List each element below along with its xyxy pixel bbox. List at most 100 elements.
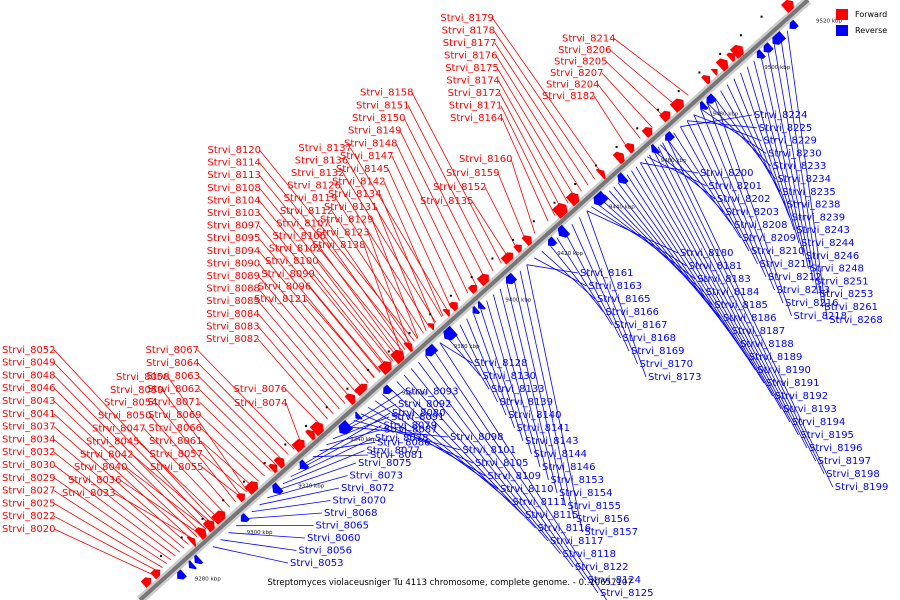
forward-gene-label: Strvi_8147 [340, 151, 394, 162]
leader-line [604, 194, 713, 306]
reverse-gene-label: Strvi_8198 [826, 469, 880, 480]
leader-line [53, 451, 181, 553]
leader-line [257, 313, 340, 410]
reverse-gene-arrow [706, 93, 717, 104]
reverse-gene-arrow [547, 236, 558, 247]
leader-line [324, 235, 406, 351]
forward-gene-label: Strvi_8179 [440, 13, 494, 24]
leader-line [510, 158, 536, 234]
reverse-gene-label: Strvi_8118 [563, 549, 617, 560]
axis-tick-label: 9340 kbp [350, 437, 376, 443]
leader-line [53, 515, 159, 572]
reverse-gene-label: Strvi_8080 [392, 408, 446, 419]
legend-reverse-label: Reverse [855, 25, 888, 35]
reverse-gene-label: Strvi_8196 [809, 443, 863, 454]
reverse-gene-label: Strvi_8070 [333, 496, 387, 507]
reverse-gene-label: Strvi_8201 [709, 181, 763, 192]
reverse-gene-label: Strvi_8193 [783, 404, 837, 415]
leader-line [780, 36, 823, 308]
leader-line [320, 248, 400, 356]
forward-gene-arrow [641, 127, 653, 139]
forward-gene-label: Strvi_8178 [442, 26, 496, 37]
reverse-gene-label: Strvi_8185 [714, 300, 768, 311]
forward-gene-label: Strvi_8059 [110, 385, 164, 396]
reverse-gene-label: Strvi_8233 [773, 161, 827, 172]
forward-gene-label: Strvi_8045 [86, 436, 140, 447]
leader-line [53, 528, 155, 576]
axis-tick-label: 9420 kbp [557, 251, 583, 257]
reverse-gene-label: Strvi_8140 [508, 410, 562, 421]
forward-gene-arrow [729, 44, 744, 59]
forward-gene-label: Strvi_8160 [459, 154, 513, 165]
leader-line [131, 453, 213, 524]
forward-gene-arrow [513, 244, 522, 254]
forward-gene-arrow [448, 301, 458, 312]
reverse-gene-label: Strvi_8194 [792, 417, 846, 428]
forward-gene-arrow [659, 110, 671, 123]
leader-line [316, 260, 394, 362]
reverse-gene-arrow [177, 569, 187, 580]
legend-forward-label: Forward [855, 9, 888, 19]
legend-reverse-swatch [836, 24, 848, 36]
leader-line [631, 170, 765, 384]
reverse-gene-label: Strvi_8109 [488, 471, 542, 482]
leader-line [500, 105, 556, 216]
leader-line [591, 206, 687, 267]
reverse-gene-label: Strvi_8154 [559, 488, 613, 499]
forward-gene-arrow [273, 457, 285, 469]
leader-line [773, 42, 819, 295]
leader-line [513, 276, 566, 507]
leader-line [125, 466, 207, 529]
leader-line [197, 362, 289, 455]
reverse-gene-arrow [240, 512, 250, 523]
leader-line [53, 413, 193, 541]
leader-line [258, 263, 363, 389]
reverse-gene-label: Strvi_8163 [589, 281, 643, 292]
leader-line [666, 138, 834, 488]
leader-line [700, 108, 767, 154]
reverse-gene-label: Strvi_8053 [290, 558, 344, 569]
reverse-gene-label: Strvi_8183 [697, 274, 751, 285]
feature-mark [657, 108, 659, 111]
reverse-gene-label: Strvi_8072 [341, 483, 395, 494]
reverse-gene-label: Strvi_8144 [534, 449, 588, 460]
reverse-gene-label: Strvi_8098 [450, 432, 504, 443]
reverse-gene-label: Strvi_8133 [491, 384, 545, 395]
axis-tick-label: 9300 kbp [247, 530, 273, 536]
leader-line [53, 426, 189, 545]
reverse-gene-label: Strvi_8218 [794, 311, 848, 322]
leader-line [258, 225, 381, 373]
leader-line [666, 138, 733, 226]
leader-line [753, 60, 805, 256]
forward-gene-label: Strvi_8050 [98, 411, 152, 422]
leader-line [155, 402, 237, 503]
feature-mark [739, 34, 742, 37]
forward-gene-label: Strvi_8064 [146, 358, 200, 369]
forward-gene-arrow [500, 252, 514, 265]
leader-line [258, 288, 352, 399]
leader-line [113, 492, 195, 540]
leader-line [313, 273, 388, 367]
forward-gene-label: Strvi_8175 [445, 63, 499, 74]
reverse-gene-label: Strvi_8248 [810, 264, 864, 275]
reverse-gene-label: Strvi_8075 [358, 458, 412, 469]
forward-gene-label: Strvi_8107 [276, 218, 330, 229]
reverse-gene-arrow [763, 42, 774, 53]
forward-gene-label: Strvi_8061 [149, 436, 203, 447]
leader-line [541, 250, 596, 300]
leader-line [639, 162, 782, 410]
reverse-gene-label: Strvi_8143 [525, 436, 579, 447]
axis-tick-label: 9460 kbp [661, 158, 687, 164]
forward-gene-label: Strvi_8131 [324, 202, 378, 213]
figure-caption: Streptomyces violaceusniger Tu 4113 chro… [267, 578, 633, 588]
reverse-gene-label: Strvi_8092 [398, 399, 452, 410]
forward-gene-label: Strvi_8164 [450, 113, 504, 124]
leader-line [497, 172, 527, 242]
leader-line [746, 66, 800, 244]
reverse-gene-label: Strvi_8199 [835, 482, 889, 493]
axis-tick-label: 9400 kbp [505, 297, 531, 303]
reverse-gene-label: Strvi_8224 [754, 110, 808, 121]
leader-line [258, 275, 358, 394]
leader-line [257, 338, 329, 420]
